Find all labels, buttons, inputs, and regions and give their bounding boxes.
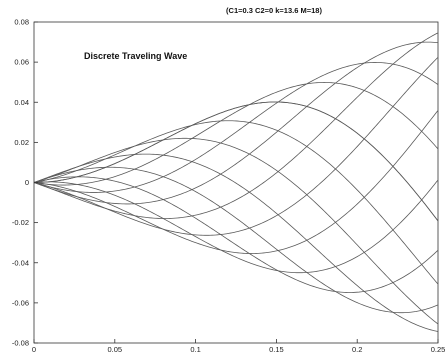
wave-series-3 (33, 137, 439, 325)
wave-series-9 (33, 56, 439, 236)
y-tick-label-6: 0.04 (14, 98, 29, 107)
x-tick-label-5: 0.25 (431, 345, 446, 353)
wave-series-4 (33, 153, 439, 332)
x-axis-ticks: 0 0.05 0.1 0.15 0.2 0.25 (32, 339, 445, 353)
wave-series-8 (33, 110, 439, 254)
y-tick-label-0: -0.08 (12, 339, 29, 348)
wave-series-12 (33, 62, 439, 193)
y-tick-label-8: 0.08 (14, 18, 29, 27)
wave-series-6 (33, 176, 439, 293)
wave-series-2 (33, 120, 439, 285)
plot-frame (33, 21, 439, 344)
wave-series-13 (33, 82, 439, 186)
y-tick-label-7: 0.06 (14, 58, 29, 67)
x-tick-label-1: 0.05 (107, 345, 122, 353)
y-tick-label-2: -0.04 (12, 258, 29, 267)
x-tick-label-0: 0 (32, 345, 36, 353)
y-axis-ticks: -0.08 -0.06 -0.04 -0.02 0 0.02 0.04 0.06 0.08 (12, 18, 38, 348)
y-tick-label-4: 0 (25, 178, 29, 187)
wave-series-group (33, 32, 439, 332)
wave-series-14 (33, 101, 439, 222)
wave-series-10 (33, 32, 439, 219)
y-tick-label-5: 0.02 (14, 138, 29, 147)
x-tick-label-3: 0.15 (269, 345, 284, 353)
y-tick-label-3: -0.02 (12, 218, 29, 227)
x-tick-label-4: 0.2 (352, 345, 362, 353)
chart-annotation: Discrete Traveling Wave (84, 51, 187, 61)
x-tick-label-2: 0.1 (190, 345, 200, 353)
wave-series-11 (33, 41, 439, 205)
wave-series-7 (33, 179, 439, 274)
wave-series-5 (33, 166, 439, 314)
y-tick-label-1: -0.06 (12, 298, 29, 307)
chart-title: (C1=0.3 C2=0 k=13.6 M=18) (226, 6, 322, 15)
